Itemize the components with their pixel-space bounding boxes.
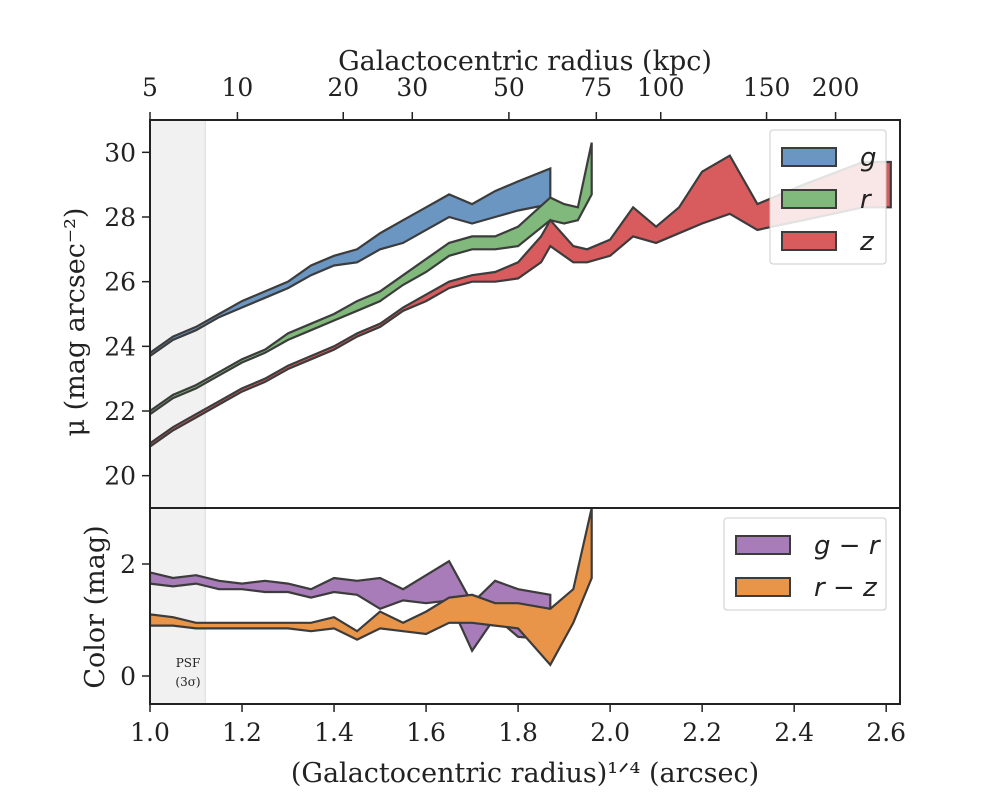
x-tick-label: 2.2	[682, 718, 722, 747]
top-x-tick-label: 75	[580, 73, 612, 102]
x-tick-label: 2.6	[866, 718, 906, 747]
y-tick-label: 24	[104, 332, 136, 361]
top-x-tick-label: 150	[743, 73, 791, 102]
legend-swatch-0	[735, 535, 791, 555]
y-tick-label: 2	[120, 550, 136, 579]
psf-annotation: PSF	[176, 656, 201, 670]
legend-label-0: g	[860, 143, 877, 173]
top-x-axis-label: Galactocentric radius (kpc)	[338, 46, 712, 77]
x-tick-label: 1.4	[314, 718, 354, 747]
x-tick-label: 2.4	[774, 718, 814, 747]
top-x-tick-label: 100	[637, 73, 685, 102]
top-panel-y-axis-label: μ (mag arcsec⁻²)	[60, 208, 91, 437]
legend-swatch-1	[735, 577, 791, 597]
psf-region-shade	[149, 119, 206, 509]
legend-swatch-0	[781, 147, 837, 167]
top-x-tick-label: 20	[327, 73, 359, 102]
y-tick-label: 28	[104, 203, 136, 232]
x-tick-label: 2.0	[590, 718, 630, 747]
x-tick-label: 1.6	[406, 718, 446, 747]
y-tick-label: 20	[104, 462, 136, 491]
plot-frame	[149, 507, 901, 705]
legend-label-0: g − r	[814, 531, 882, 561]
top-x-tick-label: 10	[222, 73, 254, 102]
surface-brightness-panel: 20 22 24 26 28 30 grz 5 10 20 30 50 75 100 150 200	[104, 73, 901, 509]
legend-label-1: r − z	[814, 573, 878, 603]
top-x-tick-label: 200	[812, 73, 860, 102]
y-tick-label: 26	[104, 268, 136, 297]
color-panel: 0 2 g − r r − z 1.0 1.2 1.4 1.6 1.8 2.0 2.2 2.4 2.6 P…	[120, 507, 906, 747]
y-tick-label: 22	[104, 397, 136, 426]
x-tick-label: 1.2	[222, 718, 262, 747]
psf-annotation: (3σ)	[175, 675, 200, 689]
psf-region-shade	[149, 507, 206, 705]
x-tick-label: 1.0	[130, 718, 170, 747]
legend-swatch-2	[781, 231, 837, 251]
bottom-panel-y-axis-label: Color (mag)	[80, 525, 111, 688]
x-tick-label: 1.8	[498, 718, 538, 747]
y-tick-label: 0	[120, 662, 136, 691]
legend-label-1: r	[860, 185, 873, 215]
y-tick-label: 30	[104, 138, 136, 167]
legend-label-2: z	[859, 227, 875, 257]
top-x-tick-label: 30	[396, 73, 428, 102]
series-areas	[150, 508, 593, 667]
bottom-x-axis-label: (Galactocentric radius)¹ᐟ⁴ (arcsec)	[291, 758, 759, 789]
series-band-1	[150, 508, 593, 667]
top-x-tick-label: 5	[142, 73, 158, 102]
legend-swatch-1	[781, 189, 837, 209]
top-x-tick-label: 50	[493, 73, 525, 102]
series-band-1	[150, 142, 593, 416]
series-band-0	[150, 166, 552, 358]
